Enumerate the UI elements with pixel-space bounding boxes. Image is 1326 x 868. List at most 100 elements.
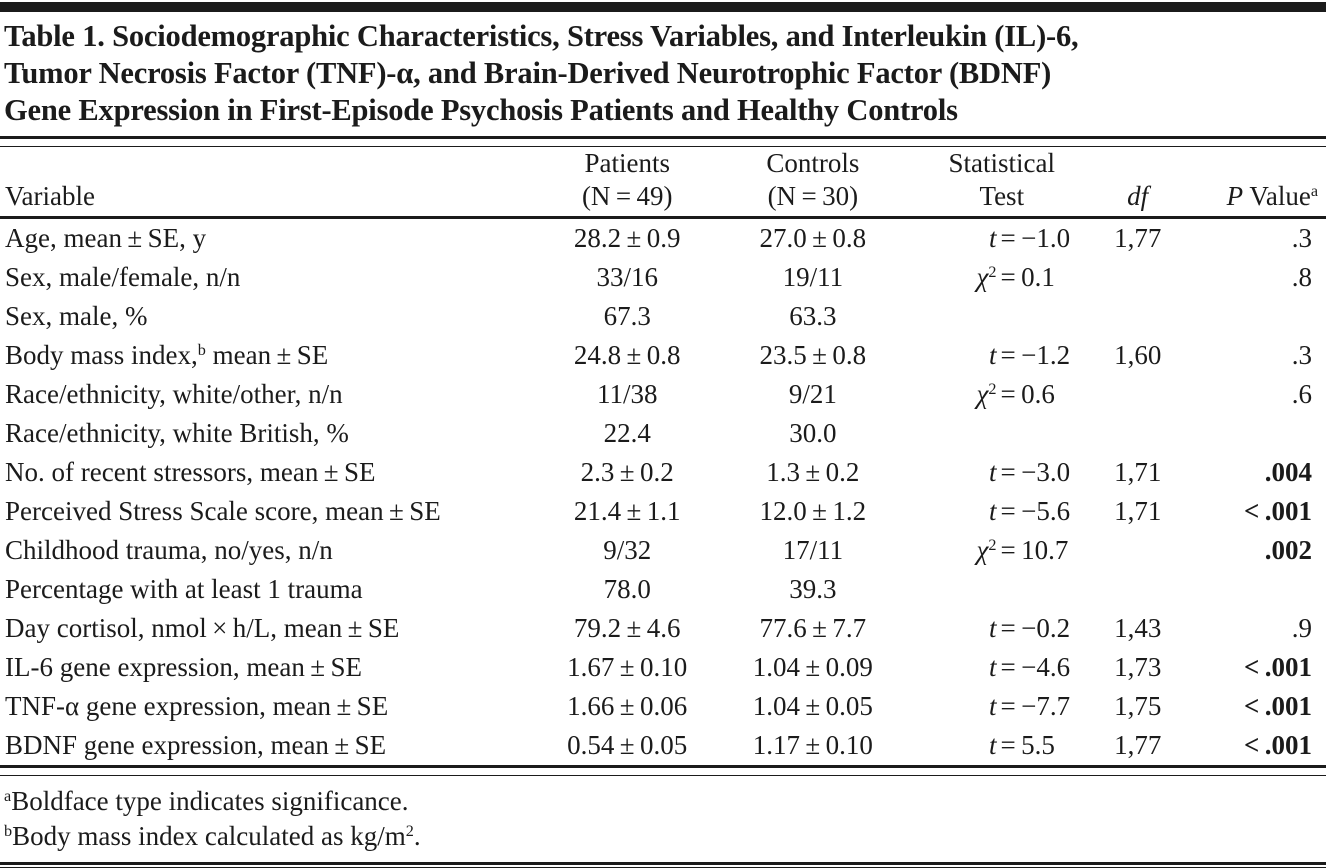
cell-p-value: .6: [1291, 379, 1312, 409]
text-segment: Perceived Stress Scale score, mean ± SE: [5, 496, 441, 526]
cell-patients: 79.2 ± 4.6: [573, 613, 681, 643]
cell-variable: Sex, male, %: [0, 297, 541, 336]
cell-p-value: < .001: [1243, 496, 1312, 526]
cell-patients: 1.66 ± 0.06: [567, 691, 688, 721]
cell-variable: Body mass index,b mean ± SE: [0, 336, 541, 375]
text-segment: Day cortisol, nmol × h/L, mean ± SE: [5, 613, 400, 643]
test-symbol: χ2: [913, 532, 996, 569]
table-title-line: Tumor Necrosis Factor (TNF)-α, and Brain…: [4, 56, 1052, 90]
table-title-line: Gene Expression in First-Episode Psychos…: [4, 93, 958, 127]
cell-df: [1091, 297, 1184, 336]
table-title-line: Table 1. Sociodemographic Characteristic…: [4, 19, 1079, 53]
test-expression: t = −4.6: [913, 649, 1090, 686]
cell-patients: 2.3 ± 0.2: [580, 457, 674, 487]
table-row: TNF-α gene expression, mean ± SE 1.66 ± 0…: [0, 687, 1326, 726]
text-segment: BDNF gene expression, mean ± SE: [5, 730, 387, 760]
table-row: Childhood trauma, no/yes, n/n 9/32 17/11 χ2…: [0, 531, 1326, 570]
test-expression: t = −0.2: [913, 610, 1090, 647]
cell-patients: 78.0: [603, 574, 651, 604]
cell-controls: 19/11: [782, 262, 844, 292]
superscript: 2: [988, 380, 997, 399]
cell-controls: 1.04 ± 0.09: [752, 652, 873, 682]
bottom-rule: [0, 862, 1326, 868]
cell-patients: 22.4: [603, 418, 651, 448]
cell-variable: Perceived Stress Scale score, mean ± SE: [0, 492, 541, 531]
cell-variable: No. of recent stressors, mean ± SE: [0, 453, 541, 492]
test-expression: χ2 = 10.7: [913, 532, 1090, 569]
text-segment: Race/ethnicity, white British, %: [5, 418, 349, 448]
text-segment: mean ± SE: [205, 340, 329, 370]
col-header-controls: Controls (N = 30): [713, 147, 913, 219]
cell-df: 1,60: [1114, 340, 1162, 370]
header-line: (N = 49): [581, 181, 673, 211]
cell-statistical-test: χ2 = 0.1: [912, 258, 1091, 297]
text-segment: t: [988, 496, 997, 526]
cell-p-value: [1184, 570, 1326, 609]
cell-patients: 28.2 ± 0.9: [573, 223, 681, 253]
test-symbol: χ2: [913, 259, 996, 296]
header-line: Test: [979, 181, 1025, 211]
text-segment: Sex, male, %: [5, 301, 148, 331]
cell-patients: 1.67 ± 0.10: [567, 652, 688, 682]
test-symbol: t: [913, 220, 997, 257]
cell-patients: 11/38: [596, 379, 658, 409]
cell-controls: 77.6 ± 7.7: [759, 613, 867, 643]
cell-p-value: < .001: [1243, 652, 1312, 682]
footnote-text: Body mass index calculated as kg/m: [12, 821, 406, 851]
footnote-text: .: [413, 821, 421, 851]
cell-df: 1,75: [1114, 691, 1162, 721]
text-segment: χ: [976, 379, 989, 409]
cell-statistical-test: t = −4.6: [912, 648, 1091, 687]
cell-p-value: .3: [1291, 340, 1312, 370]
test-value: = −1.2: [1000, 340, 1071, 370]
test-expression: t = −7.7: [913, 688, 1090, 725]
text-segment: Childhood trauma, no/yes, n/n: [5, 535, 333, 565]
footnote-marker-a: a: [1310, 182, 1318, 201]
text-segment: IL-6 gene expression, mean ± SE: [5, 652, 363, 682]
text-segment: t: [988, 730, 997, 760]
p-label-rest: Value: [1243, 181, 1311, 211]
cell-statistical-test: [912, 414, 1091, 453]
footnote-marker: a: [4, 787, 12, 806]
test-value: = −1.0: [1000, 223, 1071, 253]
text-segment: t: [988, 691, 997, 721]
test-symbol: χ2: [913, 376, 996, 413]
table-row: Race/ethnicity, white British, % 22.4 30.0: [0, 414, 1326, 453]
col-header-variable: Variable: [0, 147, 542, 219]
cell-variable: Race/ethnicity, white British, %: [0, 414, 541, 453]
test-value: = 0.6: [1000, 379, 1055, 409]
superscript: b: [197, 341, 206, 360]
col-header-statistical-test: Statistical Test: [912, 147, 1092, 219]
table-title: Table 1. Sociodemographic Characteristic…: [0, 12, 1326, 136]
test-symbol: t: [913, 688, 997, 725]
data-table: Variable Patients (N = 49) Controls (N =…: [0, 147, 1326, 765]
cell-patients: 24.8 ± 0.8: [573, 340, 681, 370]
table-row: IL-6 gene expression, mean ± SE 1.67 ± 0.…: [0, 648, 1326, 687]
cell-variable: IL-6 gene expression, mean ± SE: [0, 648, 541, 687]
test-symbol: t: [913, 454, 997, 491]
test-value: = 5.5: [1000, 730, 1055, 760]
text-segment: t: [988, 223, 997, 253]
text-segment: Body mass index,: [5, 340, 198, 370]
cell-p-value: .9: [1291, 613, 1312, 643]
cell-patients: 33/16: [596, 262, 658, 292]
cell-controls: 39.3: [789, 574, 837, 604]
table-header: Variable Patients (N = 49) Controls (N =…: [0, 147, 1326, 219]
header-line: P Valuea: [1184, 180, 1318, 213]
header-row: Variable Patients (N = 49) Controls (N =…: [0, 147, 1326, 219]
table-row: Sex, male/female, n/n 33/16 19/11 χ2 = 0.1 .8: [0, 258, 1326, 297]
cell-controls: 1.04 ± 0.05: [752, 691, 873, 721]
table-row: BDNF gene expression, mean ± SE 0.54 ± 0.…: [0, 726, 1326, 765]
cell-p-value: .002: [1264, 535, 1312, 565]
col-header-p-value: P Valuea: [1184, 147, 1326, 219]
table-body: Age, mean ± SE, y 28.2 ± 0.9 27.0 ± 0.8 t = …: [0, 218, 1326, 766]
cell-controls: 9/21: [788, 379, 837, 409]
text-segment: t: [988, 340, 997, 370]
p-label-italic: P: [1226, 181, 1244, 211]
cell-p-value: .004: [1264, 457, 1312, 487]
header-line: Variable: [5, 181, 95, 211]
text-segment: t: [988, 457, 997, 487]
test-symbol: t: [913, 493, 997, 530]
cell-df: 1,43: [1114, 613, 1162, 643]
superscript: 2: [988, 263, 997, 282]
